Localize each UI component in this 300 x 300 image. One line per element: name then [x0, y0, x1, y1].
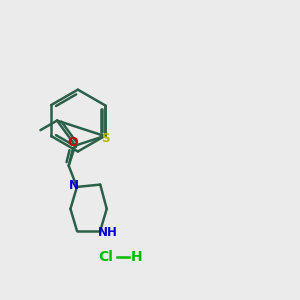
Text: Cl: Cl	[98, 250, 113, 265]
Text: NH: NH	[98, 226, 118, 239]
Text: O: O	[68, 136, 78, 149]
Text: H: H	[131, 250, 142, 265]
Text: N: N	[69, 179, 79, 192]
Text: S: S	[101, 132, 110, 145]
